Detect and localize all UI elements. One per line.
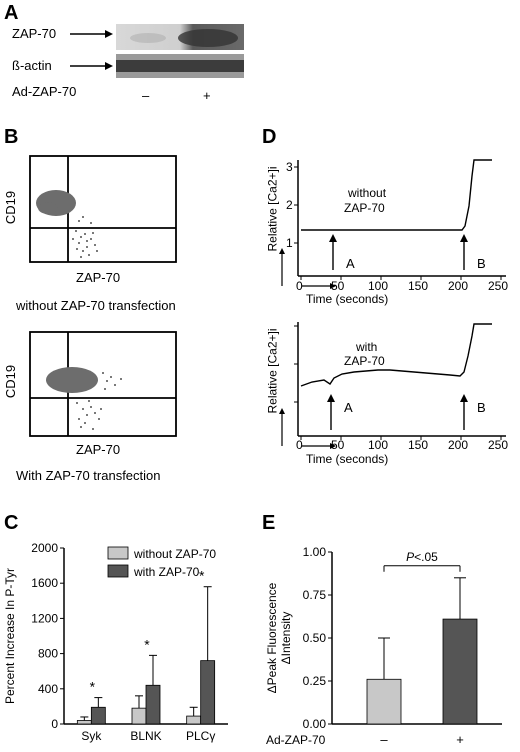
arrow-zap70 [70, 30, 113, 38]
xtick: 200 [448, 279, 469, 293]
trace-top-ylabel: Relative [Ca2+]i [265, 166, 280, 252]
chart-e-xtick-label: – [380, 732, 388, 747]
arrow-b-bottom [460, 394, 468, 430]
beta-actin-row-label: ß-actin [12, 58, 52, 73]
xtick: 250 [488, 279, 509, 293]
chart-e-ylabel-1: ΔPeak Fluorescence [265, 582, 279, 693]
chart-c-ytick-label: 800 [38, 647, 58, 661]
chart-c-ylabel: Percent Increase In P-Tyr [3, 568, 17, 704]
arrow-a-bottom [327, 394, 335, 430]
chart-e-significance: P<.05 [406, 550, 438, 564]
chart-e-ytick-label: 1.00 [303, 545, 327, 559]
trace-bottom-xlabel: Time (seconds) [306, 452, 389, 466]
trace-top [279, 159, 506, 289]
trace-top-ytick-3: 3 [286, 160, 293, 174]
arrow-beta-actin [70, 62, 113, 70]
calcium-traces [279, 159, 506, 449]
chart-c-significance: * [90, 679, 96, 695]
time-arrow-top [302, 283, 336, 289]
chart-c-bar [90, 706, 106, 725]
chart-c-significance: * [144, 636, 150, 652]
chart-c-legend-label: without ZAP-70 [133, 547, 216, 561]
chart-e-bar [442, 618, 478, 725]
lane-plus-label: + [203, 88, 211, 103]
xtick: 50 [331, 279, 345, 293]
flow-top-x-label: ZAP-70 [76, 270, 121, 285]
xtick: 250 [488, 438, 509, 452]
arrow-b-top [460, 234, 468, 270]
y-arrow-bottom [279, 408, 285, 446]
xtick: 100 [368, 279, 389, 293]
lane-minus-label: – [142, 88, 150, 103]
trace-bottom-arrow-b-label: B [477, 400, 486, 415]
chart-c-bar [145, 684, 161, 725]
flow-top-caption: without ZAP-70 transfection [16, 298, 176, 313]
trace-bottom-annotation-1: with [356, 340, 378, 354]
chart-e-ytick-label: 0.25 [303, 674, 327, 688]
xtick: 0 [296, 438, 303, 452]
xtick: 150 [408, 438, 429, 452]
western-blot [70, 24, 244, 78]
zap70-row-label: ZAP-70 [12, 26, 57, 41]
xtick: 50 [331, 438, 345, 452]
trace-top-arrow-a-label: A [346, 256, 355, 271]
panel-a-letter: A [4, 2, 19, 24]
chart-e-svg: 0.00 0.25 0.50 0.75 1.00 ΔPeak Fluorescence ΔI… [265, 545, 502, 747]
y-arrow-top [279, 248, 285, 286]
xtick: 0 [296, 279, 303, 293]
chart-c-xtick-label: BLNK [130, 729, 161, 743]
chart-c-legend-label: with ZAP-70 [133, 565, 200, 579]
ad-zap70-row-label: Ad-ZAP-70 [12, 84, 77, 99]
chart-c-xtick-label: PLCγ [186, 729, 215, 743]
chart-e-bar [366, 678, 402, 725]
trace-top-annotation-1: without [348, 186, 387, 200]
trace-bottom-line [300, 323, 492, 387]
trace-top-ytick-1: 1 [286, 236, 293, 250]
trace-top-arrow-b-label: B [477, 256, 486, 271]
chart-e-xlabel: Ad-ZAP-70 [266, 733, 326, 747]
chart-c-legend-swatch [107, 564, 129, 578]
chart-c-bar [200, 660, 216, 725]
arrow-a-top [329, 234, 337, 270]
trace-top-ytick-2: 2 [286, 198, 293, 212]
trace-top-annotation-2: ZAP-70 [344, 201, 385, 215]
chart-e-ylabel-2: ΔIntensity [279, 612, 293, 665]
trace-bottom-arrow-a-label: A [344, 400, 353, 415]
flow-cytometry-plots [29, 155, 177, 437]
chart-c-ytick-label: 400 [38, 682, 58, 696]
time-arrow-bottom [302, 443, 336, 449]
chart-e-xtick-label: + [456, 732, 464, 747]
flow-bottom-y-label: CD19 [3, 364, 19, 399]
chart-e-ytick-label: 0.00 [303, 717, 327, 731]
panel-b-letter: B [4, 126, 19, 148]
chart-c-ytick-label: 0 [51, 717, 58, 731]
chart-c-svg: 0 400 800 1200 1600 2000 Percent Increase In P… [3, 541, 228, 743]
trace-bottom-ylabel: Relative [Ca2+]i [265, 328, 280, 414]
trace-bottom [279, 322, 506, 449]
panel-e-letter: E [262, 512, 276, 534]
chart-c-ytick-label: 1600 [31, 576, 58, 590]
chart-c-bar [76, 720, 92, 725]
trace-bottom-annotation-2: ZAP-70 [344, 354, 385, 368]
xtick: 200 [448, 438, 469, 452]
flow-top-y-label: CD19 [3, 190, 19, 225]
chart-c-bar [186, 715, 202, 725]
chart-c-bar [131, 707, 147, 725]
trace-top-line [301, 159, 492, 231]
xtick: 150 [408, 279, 429, 293]
panel-d-letter: D [262, 126, 277, 148]
chart-c-xtick-label: Syk [81, 729, 102, 743]
chart-c-ytick-label: 2000 [31, 541, 58, 555]
flow-bottom-x-label: ZAP-70 [76, 442, 121, 457]
trace-top-xlabel: Time (seconds) [306, 292, 389, 306]
xtick: 100 [368, 438, 389, 452]
chart-e-ytick-label: 0.50 [303, 631, 327, 645]
chart-c-legend-swatch [107, 546, 129, 560]
panel-c-letter: C [4, 512, 19, 534]
chart-e-ytick-label: 0.75 [303, 588, 327, 602]
chart-c-significance: * [199, 568, 205, 584]
chart-c-ytick-label: 1200 [31, 611, 58, 625]
flow-bottom-caption: With ZAP-70 transfection [16, 468, 161, 483]
